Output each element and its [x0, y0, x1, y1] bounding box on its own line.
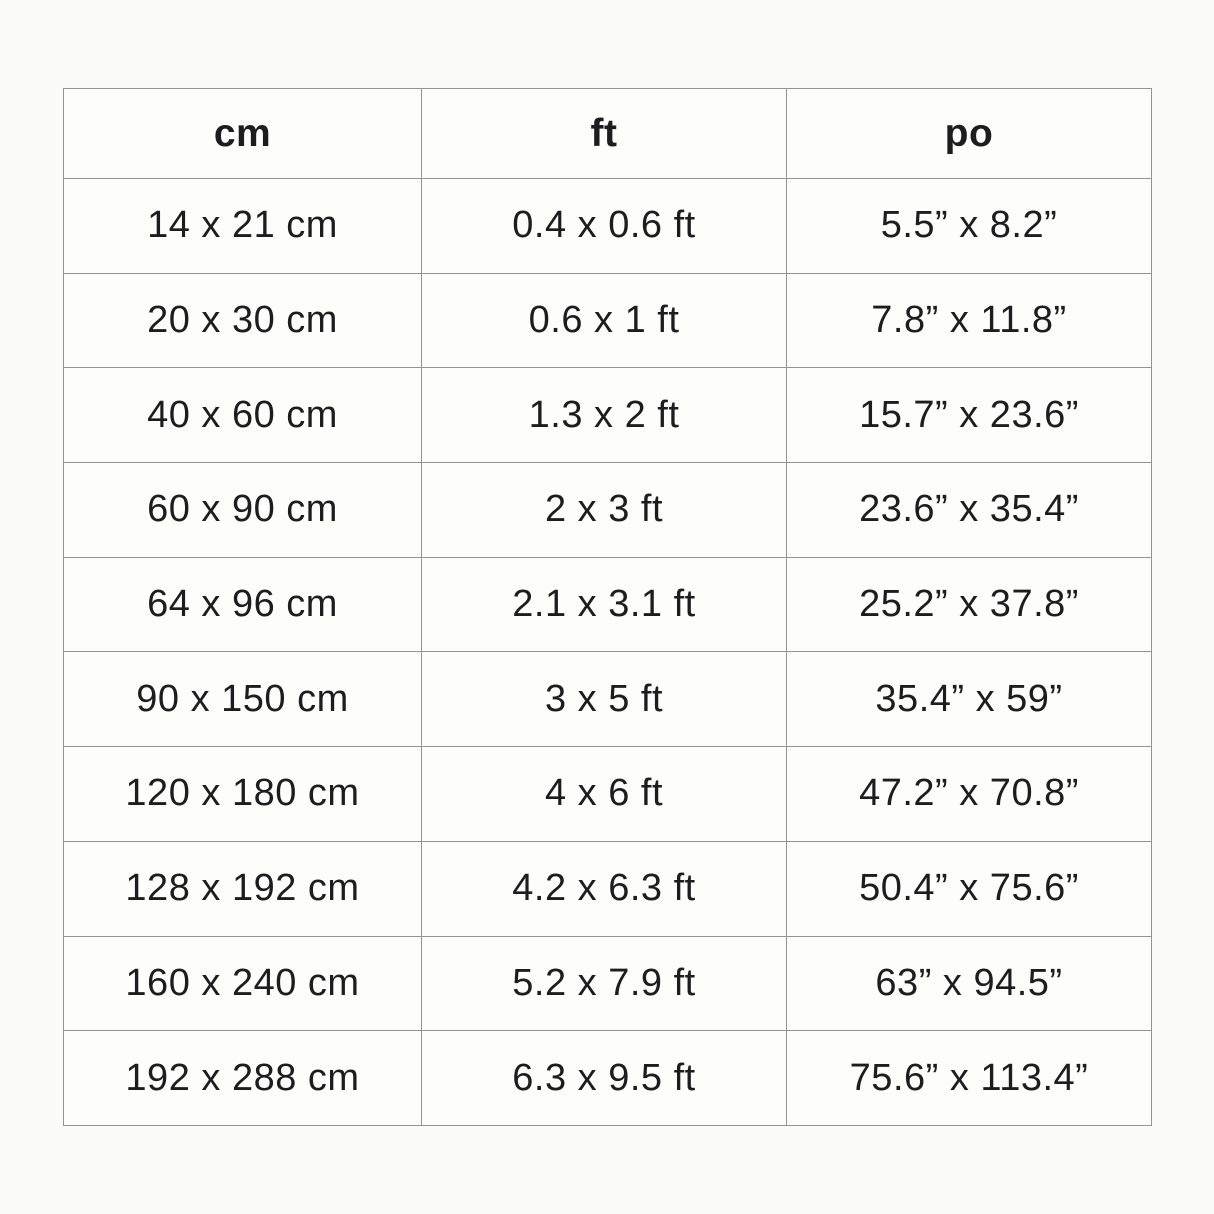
table-cell: 3 x 5 ft	[421, 651, 787, 748]
table-row: 60 x 90 cm 2 x 3 ft 23.6” x 35.4”	[63, 462, 1152, 558]
table-header-row: cm ft po	[63, 88, 1152, 179]
table-cell: 25.2” x 37.8”	[786, 556, 1152, 653]
table-cell: 2 x 3 ft	[421, 462, 787, 558]
table-cell: 2.1 x 3.1 ft	[421, 556, 787, 653]
table-cell: 90 x 150 cm	[63, 651, 422, 748]
table-cell: 15.7” x 23.6”	[786, 367, 1152, 464]
table-row: 120 x 180 cm 4 x 6 ft 47.2” x 70.8”	[63, 746, 1152, 842]
table-row: 64 x 96 cm 2.1 x 3.1 ft 25.2” x 37.8”	[63, 556, 1152, 653]
table-cell: 47.2” x 70.8”	[786, 746, 1152, 842]
table-cell: 0.4 x 0.6 ft	[421, 178, 787, 274]
table-cell: 40 x 60 cm	[63, 367, 422, 464]
table-cell: 1.3 x 2 ft	[421, 367, 787, 464]
table-cell: 0.6 x 1 ft	[421, 272, 787, 369]
table-cell: 60 x 90 cm	[63, 462, 422, 558]
table-row: 40 x 60 cm 1.3 x 2 ft 15.7” x 23.6”	[63, 367, 1152, 464]
table-cell: 4.2 x 6.3 ft	[421, 840, 787, 937]
column-header-ft: ft	[421, 88, 787, 179]
table-cell: 7.8” x 11.8”	[786, 272, 1152, 369]
table-cell: 63” x 94.5”	[786, 935, 1152, 1032]
table-cell: 64 x 96 cm	[63, 556, 422, 653]
table-cell: 120 x 180 cm	[63, 746, 422, 842]
table-body: 14 x 21 cm 0.4 x 0.6 ft 5.5” x 8.2” 20 x 30…	[63, 178, 1152, 1126]
table-cell: 160 x 240 cm	[63, 935, 422, 1032]
table-cell: 4 x 6 ft	[421, 746, 787, 842]
column-header-po: po	[786, 88, 1152, 179]
table-cell: 128 x 192 cm	[63, 840, 422, 937]
table-cell: 6.3 x 9.5 ft	[421, 1030, 787, 1126]
table-row: 128 x 192 cm 4.2 x 6.3 ft 50.4” x 75.6”	[63, 840, 1152, 937]
size-conversion-table: cm ft po 14 x 21 cm 0.4 x 0.6 ft 5.5” x 8.…	[63, 88, 1152, 1126]
table-cell: 14 x 21 cm	[63, 178, 422, 274]
table-row: 20 x 30 cm 0.6 x 1 ft 7.8” x 11.8”	[63, 272, 1152, 369]
table-row: 192 x 288 cm 6.3 x 9.5 ft 75.6” x 113.4”	[63, 1030, 1152, 1126]
table-cell: 75.6” x 113.4”	[786, 1030, 1152, 1126]
table-row: 90 x 150 cm 3 x 5 ft 35.4” x 59”	[63, 651, 1152, 748]
table-row: 160 x 240 cm 5.2 x 7.9 ft 63” x 94.5”	[63, 935, 1152, 1032]
table-cell: 5.2 x 7.9 ft	[421, 935, 787, 1032]
table-cell: 35.4” x 59”	[786, 651, 1152, 748]
table-cell: 5.5” x 8.2”	[786, 178, 1152, 274]
table-cell: 192 x 288 cm	[63, 1030, 422, 1126]
table-cell: 23.6” x 35.4”	[786, 462, 1152, 558]
table-row: 14 x 21 cm 0.4 x 0.6 ft 5.5” x 8.2”	[63, 178, 1152, 274]
table-cell: 50.4” x 75.6”	[786, 840, 1152, 937]
column-header-cm: cm	[63, 88, 422, 179]
table-cell: 20 x 30 cm	[63, 272, 422, 369]
